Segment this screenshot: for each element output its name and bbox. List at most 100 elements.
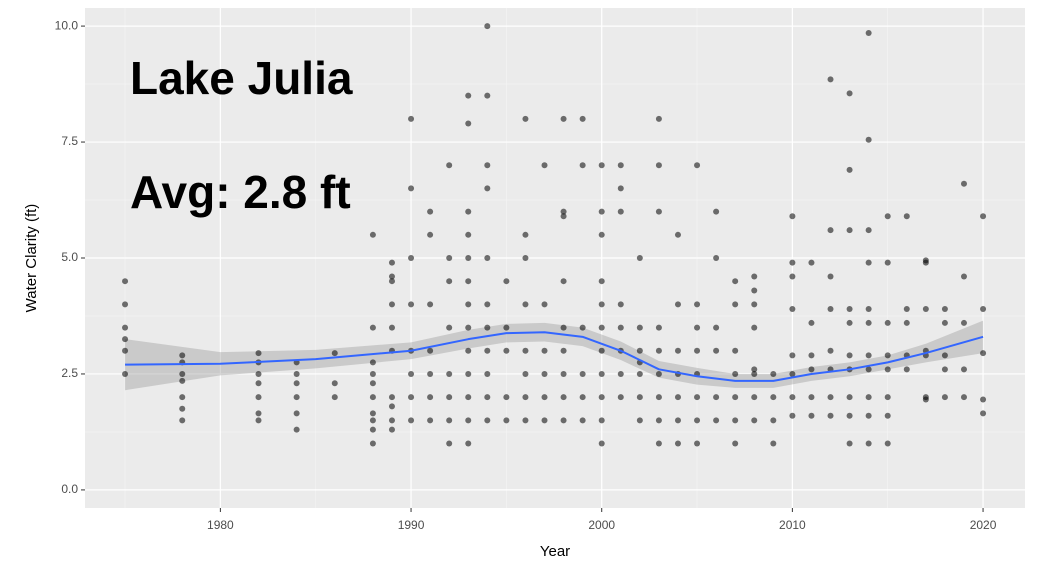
point — [655, 417, 662, 424]
point — [465, 370, 472, 377]
point — [808, 366, 815, 373]
point — [484, 347, 491, 354]
point — [674, 301, 681, 308]
y-axis-title: Water Clarity (ft) — [23, 204, 40, 313]
point — [941, 352, 948, 359]
point — [484, 301, 491, 308]
point — [465, 120, 472, 127]
point — [598, 231, 605, 238]
point — [846, 440, 853, 447]
point — [694, 324, 701, 331]
point — [598, 417, 605, 424]
point — [751, 394, 758, 401]
point — [636, 417, 643, 424]
point — [598, 162, 605, 169]
point — [598, 301, 605, 308]
point — [541, 301, 548, 308]
point — [331, 350, 338, 357]
point — [865, 319, 872, 326]
point — [369, 394, 376, 401]
point — [598, 370, 605, 377]
point — [465, 278, 472, 285]
point — [579, 115, 586, 122]
point — [922, 396, 929, 403]
point — [732, 394, 739, 401]
point — [941, 306, 948, 313]
point — [541, 417, 548, 424]
point — [732, 347, 739, 354]
point — [408, 370, 415, 377]
point — [427, 417, 434, 424]
point — [674, 394, 681, 401]
point — [503, 324, 510, 331]
point — [446, 394, 453, 401]
point — [465, 417, 472, 424]
point — [331, 380, 338, 387]
point — [560, 324, 567, 331]
point — [694, 394, 701, 401]
point — [446, 417, 453, 424]
y-tick-label: 7.5 — [61, 134, 78, 148]
point — [789, 273, 796, 280]
point — [789, 352, 796, 359]
point — [446, 255, 453, 261]
point — [388, 394, 395, 401]
point — [408, 255, 415, 261]
point — [522, 301, 529, 308]
point — [427, 301, 434, 308]
point — [960, 180, 967, 187]
point — [694, 440, 701, 447]
point — [522, 255, 529, 261]
point — [617, 162, 624, 169]
point — [903, 306, 910, 313]
point — [522, 417, 529, 424]
point — [922, 306, 929, 313]
point — [655, 347, 662, 354]
point — [255, 370, 262, 377]
point — [484, 255, 491, 261]
x-tick-label: 1990 — [398, 518, 425, 532]
point — [522, 394, 529, 401]
point — [827, 394, 834, 401]
point — [369, 380, 376, 387]
point — [560, 278, 567, 285]
point — [884, 412, 891, 419]
point — [579, 324, 586, 331]
point — [465, 92, 472, 99]
point — [827, 412, 834, 419]
point — [446, 324, 453, 331]
point — [980, 306, 987, 313]
point — [617, 394, 624, 401]
point — [408, 185, 415, 192]
point — [122, 347, 129, 354]
point — [388, 278, 395, 285]
point — [903, 213, 910, 220]
point — [865, 440, 872, 447]
point — [408, 301, 415, 308]
point — [465, 301, 472, 308]
point — [446, 370, 453, 377]
point — [636, 255, 643, 261]
x-tick-label: 2010 — [779, 518, 806, 532]
point — [122, 278, 129, 285]
point — [388, 417, 395, 424]
point — [484, 92, 491, 99]
point — [770, 394, 777, 401]
point — [293, 410, 300, 417]
point — [369, 426, 376, 433]
point — [846, 306, 853, 313]
point — [484, 23, 491, 30]
point — [598, 347, 605, 354]
point — [980, 410, 987, 417]
point — [655, 208, 662, 215]
grid — [85, 8, 1025, 508]
point — [789, 394, 796, 401]
point — [884, 213, 891, 220]
point — [751, 273, 758, 280]
point — [369, 231, 376, 238]
point — [770, 440, 777, 447]
point — [369, 359, 376, 366]
point — [255, 380, 262, 387]
point — [655, 440, 662, 447]
y-tick-label: 5.0 — [61, 250, 78, 264]
